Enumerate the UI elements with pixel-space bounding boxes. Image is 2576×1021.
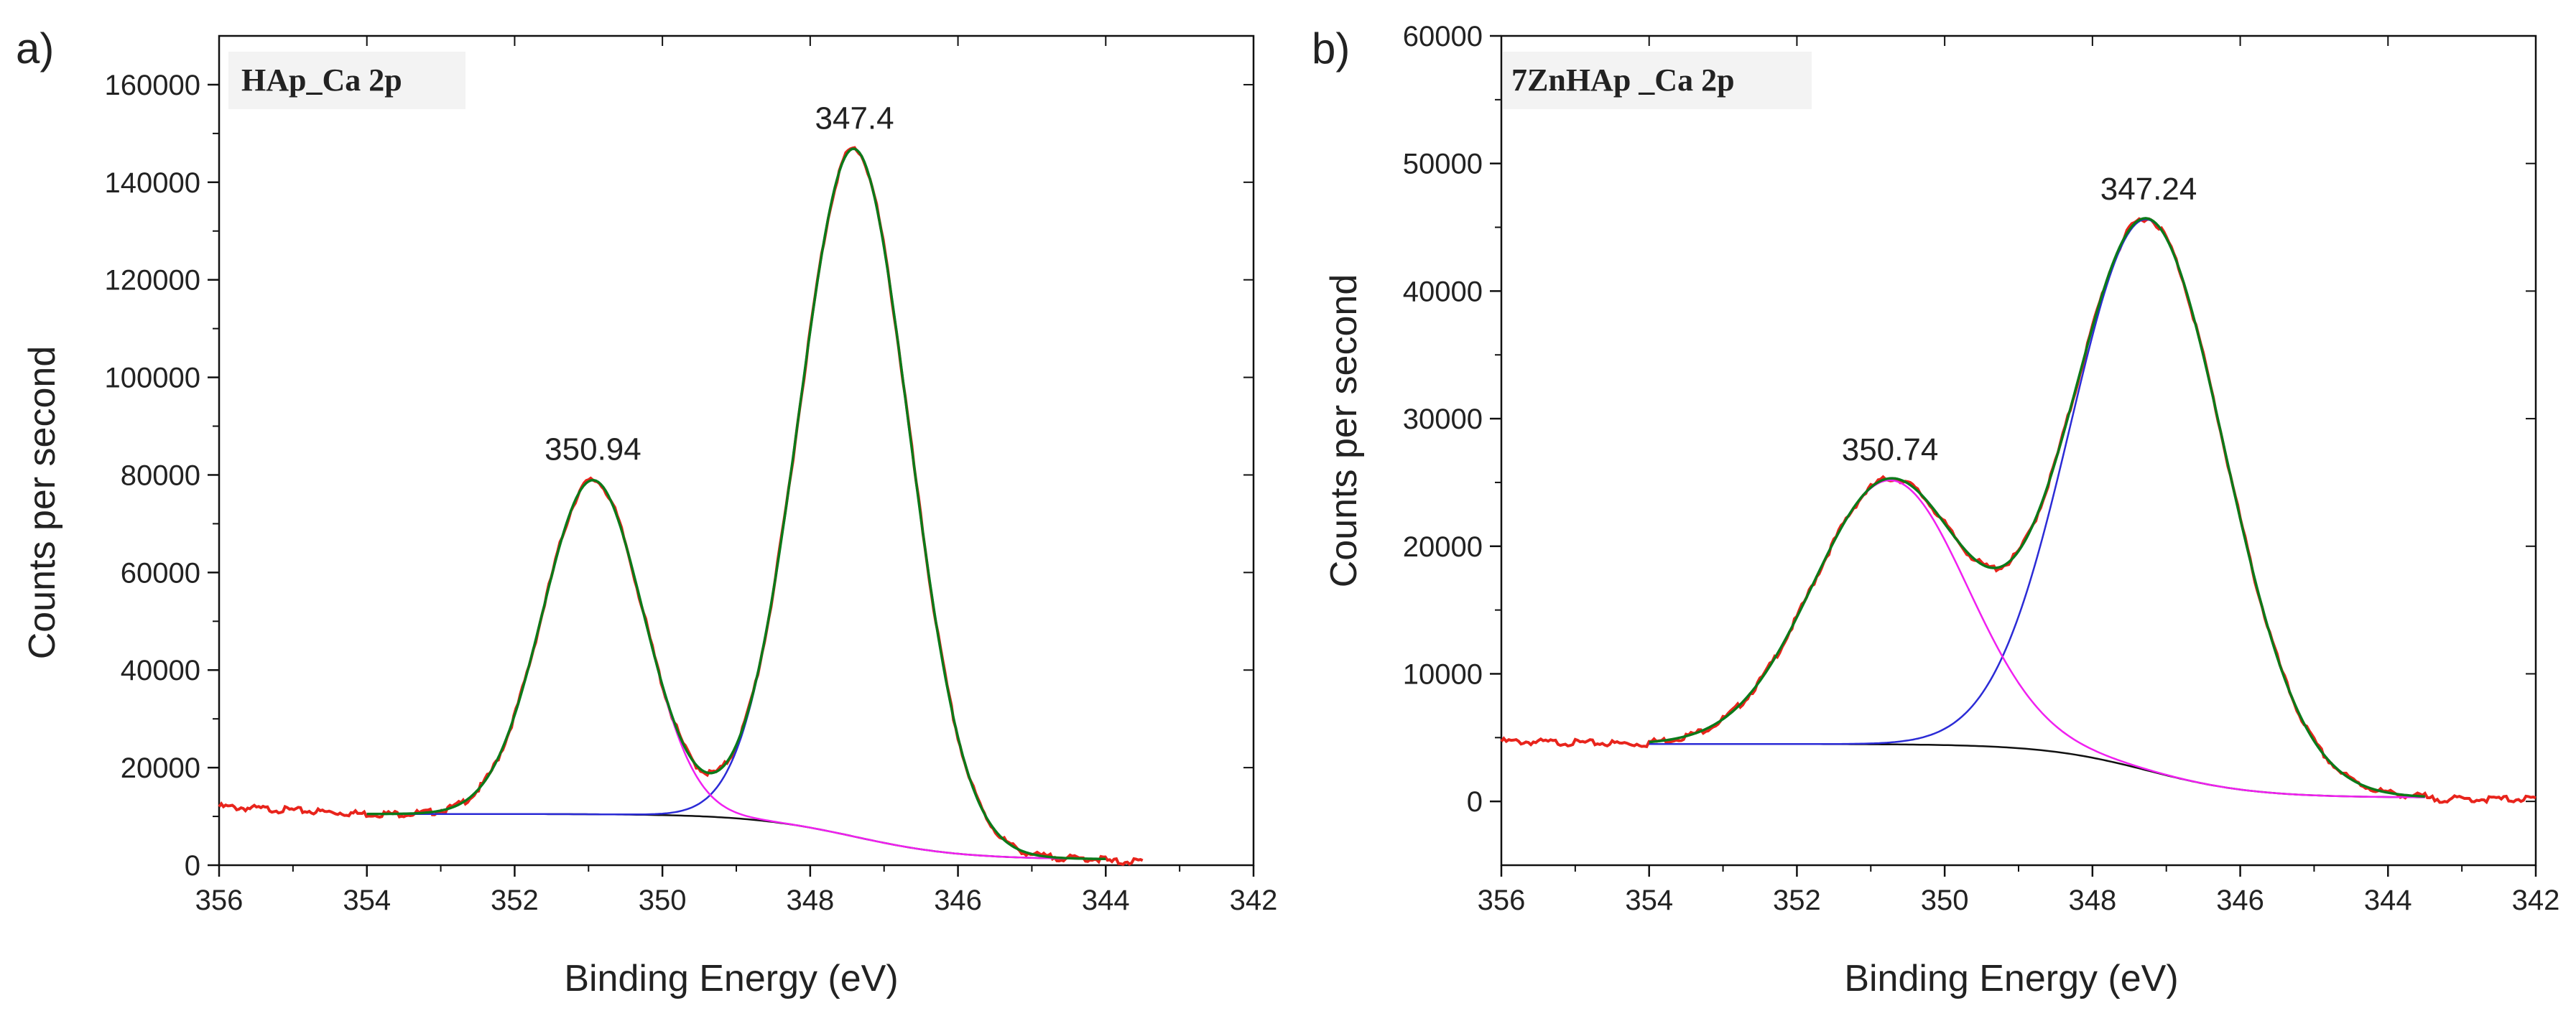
y-tick-label: 40000 [121,655,200,686]
y-tick-label: 60000 [121,557,200,589]
y-tick-label: 0 [185,850,200,882]
envelope-line [1649,217,2425,798]
envelope-line [366,147,1106,861]
panel-b-xlabel: Binding Energy (eV) [1844,958,2178,999]
y-tick-label: 100000 [105,363,200,394]
background-line [366,813,1106,860]
y-tick-label: 120000 [105,265,200,297]
panel-a-xlabel: Binding Energy (eV) [564,958,898,999]
y-tick-label: 40000 [1403,276,1483,307]
background-line [1649,742,2425,798]
peak-label: 350.94 [545,432,641,467]
x-tick-label: 346 [934,885,982,916]
plot-frame [218,34,1255,867]
y-tick-label: 20000 [121,752,200,784]
x-tick-label: 348 [786,885,834,916]
panel-b-label: b) [1312,24,1350,73]
panel-a-sample-box [228,52,465,109]
x-tick-label: 356 [195,885,244,916]
y-tick-label: 80000 [121,460,200,491]
x-tick-label: 356 [1478,885,1526,916]
peak-label: 347.4 [815,101,894,136]
peak-2p1-line [366,479,1106,860]
panel-b-ylabel: Counts per second [1323,274,1365,588]
y-tick-label: 20000 [1403,531,1483,563]
peak-label: 350.74 [1842,432,1939,467]
x-tick-label: 348 [2068,885,2116,916]
x-tick-label: 342 [2512,885,2560,916]
x-tick-label: 344 [1082,885,1130,916]
y-tick-label: 60000 [1403,21,1483,52]
panel-a-label: a) [16,24,54,73]
y-tick-label: 50000 [1403,149,1483,180]
panel-b-plot: 356 354 352 350 348 346 344 342 0 10000 20000 30000… [1403,21,2560,916]
y-tick-label: 160000 [105,70,200,101]
y-tick-label: 140000 [105,167,200,199]
x-tick-label: 350 [1921,885,1969,916]
panel-a-plot: 356 354 352 350 348 346 344 342 0 20000 40000 60000… [105,34,1278,916]
panel-a-sample-label: HAp_Ca 2p [241,62,402,98]
peak-2p3-line [1649,218,2425,798]
x-tick-label: 352 [491,885,539,916]
x-tick-label: 342 [1230,885,1278,916]
x-tick-label: 354 [1625,885,1673,916]
x-tick-label: 350 [639,885,687,916]
x-tick-label: 352 [1773,885,1821,916]
x-tick-label: 344 [2364,885,2412,916]
peak-2p3-line [366,148,1106,860]
panel-b-sample-label: 7ZnHAp _Ca 2p [1511,62,1735,98]
panel-b: b) Counts per second Binding Energy (eV)… [1312,21,2559,999]
panel-a-ylabel: Counts per second [22,346,63,660]
panel-b-sample-box [1503,52,1812,109]
panel-a: a) Counts per second Binding Energy (eV)… [16,24,1277,999]
peak-label: 347.24 [2100,172,2197,207]
y-tick-label: 0 [1467,786,1483,818]
x-tick-label: 346 [2216,885,2264,916]
y-tick-label: 10000 [1403,658,1483,690]
y-tick-label: 30000 [1403,404,1483,435]
x-tick-label: 354 [343,885,391,916]
raw-data-line [218,146,1144,866]
raw-data-line [1500,217,2536,805]
